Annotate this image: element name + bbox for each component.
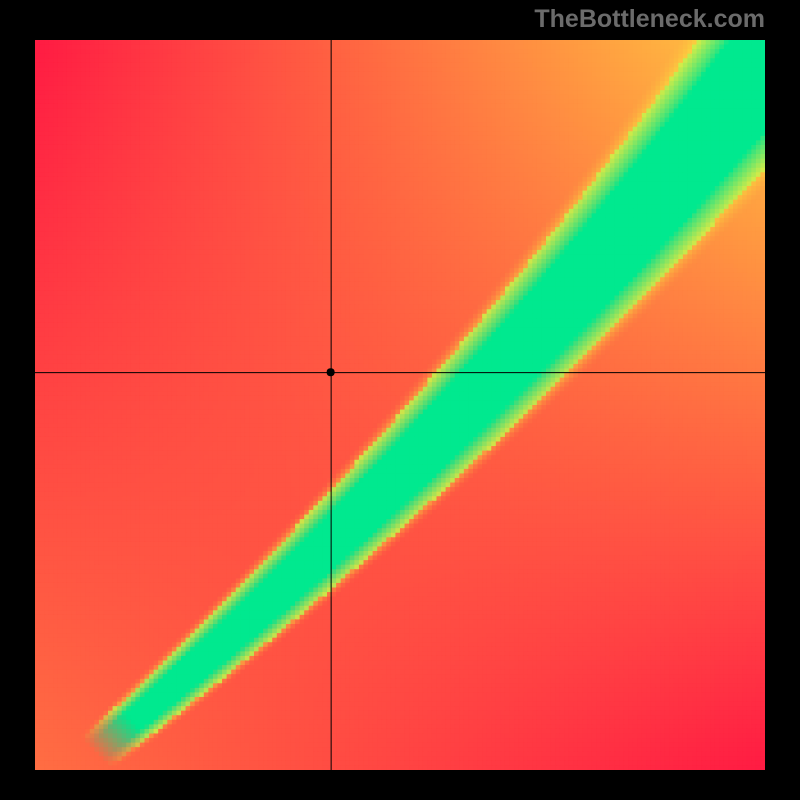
watermark-text: TheBottleneck.com (534, 5, 765, 34)
bottleneck-heatmap (35, 40, 765, 770)
chart-container: TheBottleneck.com (0, 0, 800, 800)
